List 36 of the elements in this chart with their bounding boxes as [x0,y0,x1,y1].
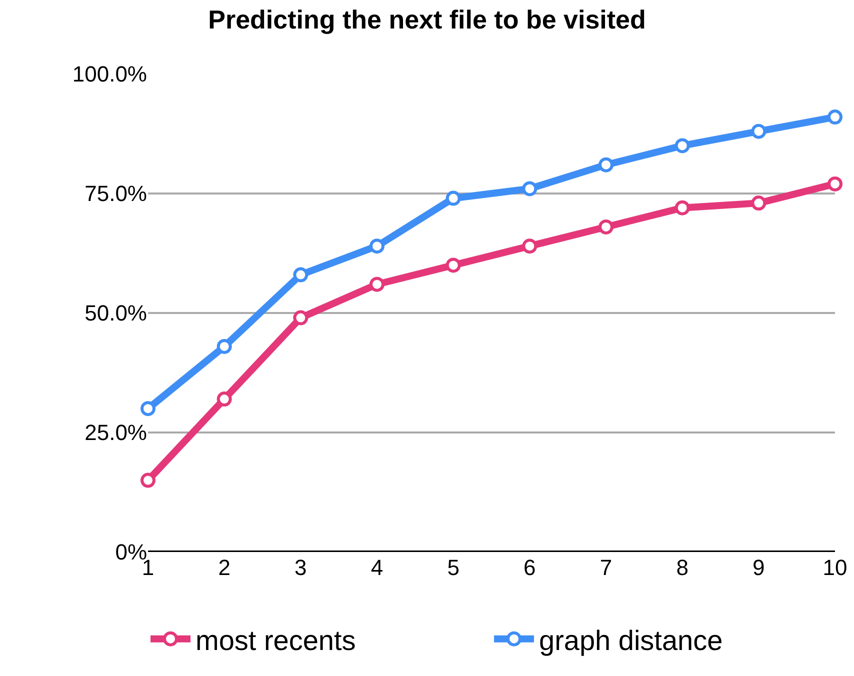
y-tick-label: 25.0% [84,420,147,446]
y-tick-label: 100.0% [72,62,147,87]
point [522,181,538,196]
x-tick-label: 9 [752,555,765,580]
x-tick-label: 3 [294,555,307,580]
point [140,401,156,416]
point [370,238,384,254]
point [751,196,766,211]
point [216,338,232,354]
x-tick-label: 7 [600,555,612,580]
x-tick-label: 8 [676,555,688,580]
point [293,267,308,282]
point [828,176,842,192]
point [674,138,690,154]
legend-label: graph distance [539,624,723,656]
point [522,238,538,254]
point [674,200,690,216]
x-tick-label: 10 [822,555,848,580]
y-tick-label: 75.0% [84,181,147,206]
point [140,472,156,488]
point [446,258,461,273]
point [598,157,614,172]
legend-label: most recents [196,624,356,656]
point [751,124,766,139]
point [828,110,842,125]
x-tick-label: 2 [218,555,230,580]
x-tick-label: 4 [370,555,384,580]
chart-title: Predicting the next file to be visited [208,4,646,34]
point [370,276,384,292]
point [216,392,232,407]
x-tick-label: 6 [524,555,536,580]
x-tick-label: 5 [447,555,460,580]
point [293,310,308,326]
y-tick-label: 50.0% [84,300,147,326]
point [598,219,614,234]
point [446,190,461,206]
